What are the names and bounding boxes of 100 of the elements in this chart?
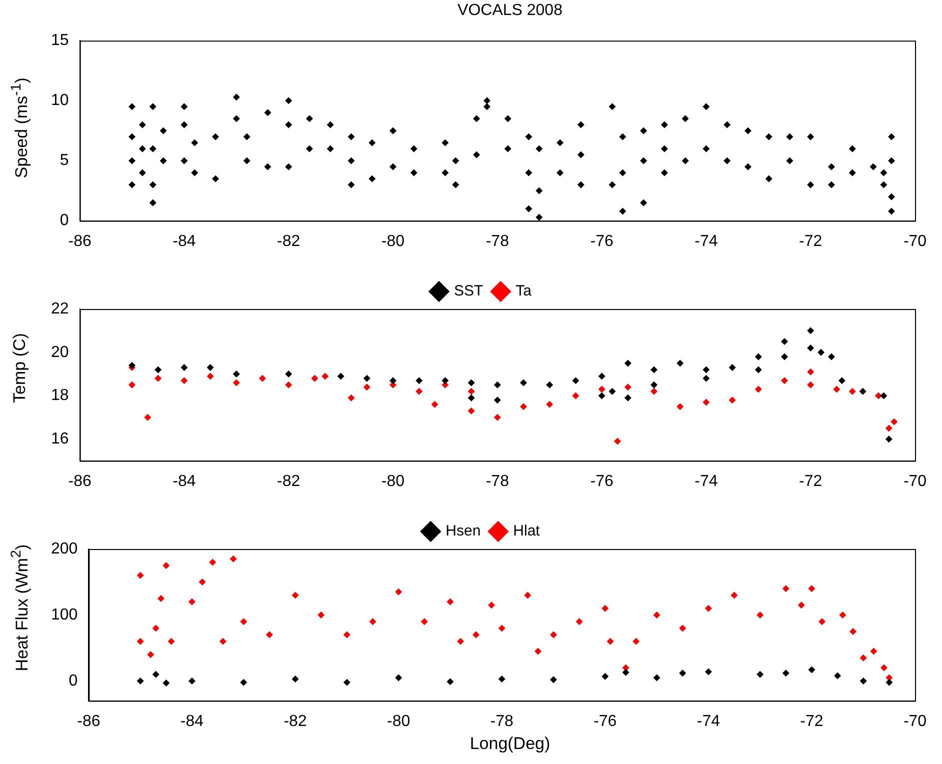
point — [572, 392, 580, 400]
point — [702, 374, 710, 382]
point — [240, 618, 248, 626]
point — [144, 414, 152, 421]
x-tick-label: -80 — [381, 232, 405, 250]
x-tick-label: -76 — [590, 232, 614, 250]
point — [622, 668, 630, 676]
x-tick-label: -84 — [180, 712, 204, 730]
point — [756, 612, 764, 618]
point — [198, 578, 206, 586]
point — [431, 400, 438, 408]
x-tick-label: -86 — [77, 712, 100, 730]
point — [650, 388, 658, 395]
point — [154, 374, 162, 382]
point — [624, 360, 632, 367]
point — [546, 381, 554, 388]
point — [468, 407, 475, 414]
point — [363, 374, 370, 382]
point — [807, 381, 814, 388]
point — [704, 668, 712, 676]
point — [679, 624, 686, 632]
point — [602, 672, 609, 680]
point — [608, 388, 616, 395]
point — [572, 377, 580, 384]
point — [833, 386, 840, 393]
point — [468, 379, 475, 386]
point — [754, 353, 762, 360]
y-tick-label: 200 — [50, 540, 78, 558]
point — [860, 654, 867, 662]
point — [292, 592, 299, 599]
y-tick-label: 0 — [60, 212, 69, 230]
point — [128, 381, 136, 388]
point — [624, 394, 632, 402]
point — [818, 348, 825, 356]
point — [219, 638, 226, 645]
point — [348, 394, 355, 402]
y-tick-label: 15 — [51, 32, 69, 50]
x-tick-label: -74 — [694, 472, 718, 490]
point — [147, 651, 154, 658]
x-tick-label: -76 — [590, 472, 614, 490]
point — [128, 362, 136, 369]
point — [676, 360, 684, 367]
point — [576, 618, 583, 626]
point — [343, 631, 350, 638]
point — [650, 366, 658, 374]
point — [754, 366, 762, 374]
point — [498, 624, 506, 632]
x-tick-label: -76 — [594, 712, 617, 730]
point — [546, 400, 554, 408]
legend-label: Hlat — [513, 522, 541, 540]
point — [702, 366, 710, 374]
point — [818, 618, 826, 626]
point — [494, 396, 501, 404]
x-tick-label: -86 — [68, 472, 92, 490]
point — [859, 388, 866, 395]
point — [782, 585, 790, 592]
point — [416, 377, 423, 384]
point — [614, 438, 621, 445]
point — [369, 618, 376, 626]
point — [808, 666, 816, 674]
point — [598, 392, 606, 400]
point — [598, 386, 606, 393]
x-tick-label: -70 — [903, 232, 927, 250]
point — [850, 628, 857, 635]
y-axis-title: Temp (C) — [10, 333, 30, 403]
x-tick-label: -72 — [800, 712, 824, 730]
chart-title: VOCALS 2008 — [456, 2, 564, 20]
point — [848, 388, 856, 395]
point — [232, 379, 240, 386]
point — [232, 370, 240, 378]
point — [457, 638, 464, 645]
y-tick-label: 100 — [50, 606, 78, 624]
point — [180, 364, 188, 372]
point — [206, 372, 214, 380]
point — [834, 672, 842, 680]
point — [880, 392, 888, 400]
point — [606, 638, 614, 645]
point — [886, 678, 893, 686]
point — [839, 612, 846, 618]
x-tick-label: -70 — [903, 712, 927, 730]
point — [534, 648, 542, 655]
point — [728, 396, 736, 404]
point — [702, 398, 710, 406]
y-tick-label: 5 — [60, 152, 69, 170]
x-tick-label: -84 — [172, 472, 196, 490]
point — [363, 384, 370, 391]
point — [395, 588, 402, 596]
point — [337, 372, 344, 380]
point — [136, 572, 144, 579]
x-tick-label: -82 — [277, 472, 300, 490]
point — [488, 602, 496, 609]
point — [890, 418, 898, 426]
point — [206, 364, 214, 372]
point — [874, 392, 882, 400]
point — [550, 676, 557, 684]
x-tick-label: -72 — [799, 472, 822, 490]
point — [180, 377, 188, 384]
x-tick-label: -80 — [386, 712, 410, 730]
x-tick-label: -78 — [486, 472, 510, 490]
x-tick-label: -74 — [694, 232, 718, 250]
